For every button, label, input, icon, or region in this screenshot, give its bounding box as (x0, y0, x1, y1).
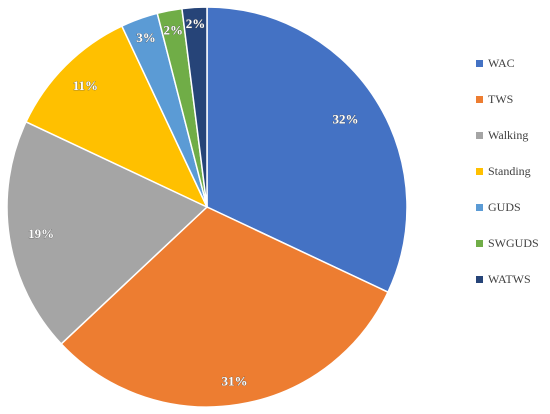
data-label-tws: 31% (222, 373, 248, 388)
data-label-swguds: 2% (164, 23, 184, 38)
legend-item-standing: Standing (476, 153, 550, 189)
legend-label: GUDS (488, 199, 521, 214)
legend-label: SWGUDS (488, 235, 539, 250)
pie-slice-wac (206, 6, 408, 294)
legend-swatch (476, 59, 483, 67)
legend-label: WATWS (488, 271, 531, 286)
data-label-standing: 11% (73, 78, 98, 93)
pie-slice-walking (6, 120, 209, 345)
legend-item-tws: TWS (476, 81, 550, 117)
legend-label: WAC (488, 55, 515, 70)
pie-slice-standing (25, 25, 209, 209)
legend-label: Standing (488, 163, 531, 178)
data-labels: 32% 31% 19% 11% 3% 2% 2% (28, 16, 359, 389)
legend-swatch (476, 203, 483, 211)
legend-item-swguds: SWGUDS (476, 225, 550, 261)
legend: WAC TWS Walking Standing GUDS SWGUDS WATWS (476, 45, 550, 297)
legend-item-walking: Walking (476, 117, 550, 153)
legend-item-wac: WAC (476, 45, 550, 81)
legend-swatch (476, 95, 483, 103)
pie-slice-watws (181, 6, 208, 208)
pie-slice-tws (60, 206, 389, 408)
legend-label: TWS (488, 91, 514, 106)
legend-swatch (476, 167, 483, 175)
data-label-guds: 3% (136, 30, 156, 45)
legend-label: Walking (488, 127, 529, 142)
pie-slices (6, 6, 408, 408)
legend-swatch (476, 131, 483, 139)
data-label-walking: 19% (28, 226, 54, 241)
data-label-watws: 2% (186, 16, 206, 31)
legend-swatch (476, 275, 483, 283)
legend-swatch (476, 239, 483, 247)
data-label-wac: 32% (332, 112, 358, 127)
legend-item-guds: GUDS (476, 189, 550, 225)
legend-item-watws: WATWS (476, 261, 550, 297)
